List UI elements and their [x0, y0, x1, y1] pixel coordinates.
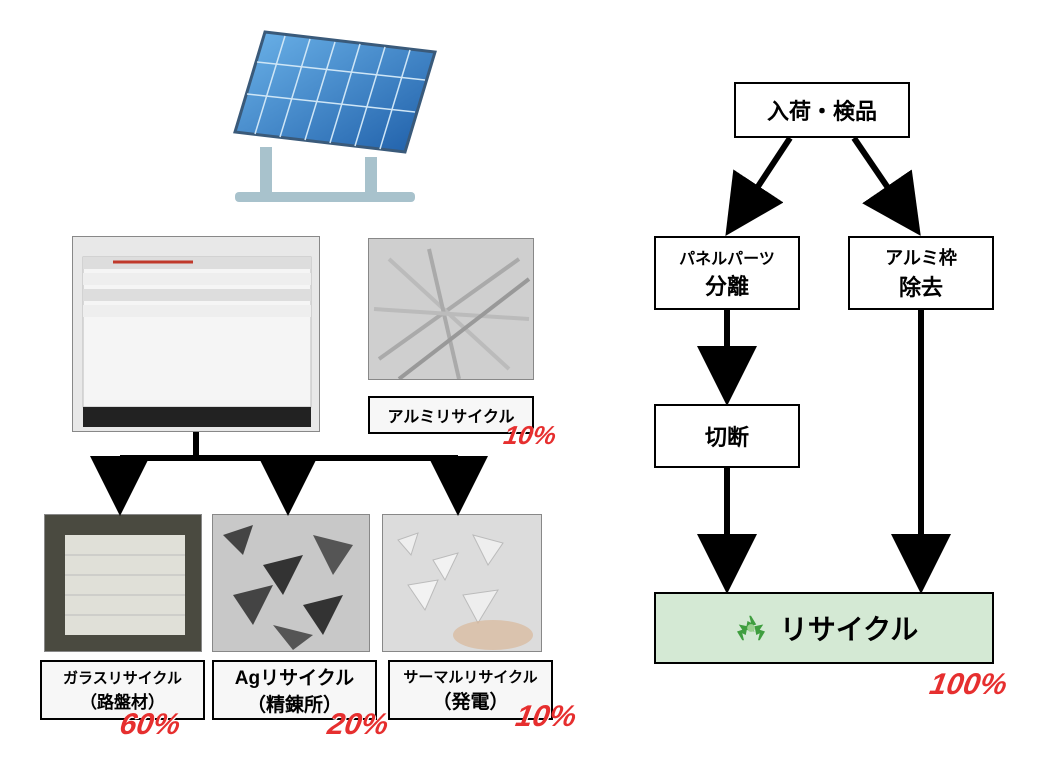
ag-recycle-photo [212, 514, 370, 652]
aluminum-scrap-photo [368, 238, 534, 380]
glass-recycle-photo [44, 514, 202, 652]
flow-separation: パネルパーツ 分離 [654, 236, 800, 310]
aluminum-caption-text: アルミリサイクル [387, 403, 514, 427]
flow-separation-line1: パネルパーツ [679, 245, 775, 269]
thermal-recycle-photo [382, 514, 542, 652]
ag-caption-line2: （精錬所） [247, 690, 342, 717]
diagram-root: アルミリサイクル ガラスリサイクル （路盤材） Agリサイクル （精錬所） サー… [0, 0, 1038, 784]
flow-cut-text: 切断 [705, 420, 749, 452]
pct-thermal: 10% [513, 700, 579, 734]
flow-recycle-text: リサイクル [780, 608, 919, 648]
flow-frame: アルミ枠 除去 [848, 236, 994, 310]
recycle-icon [730, 607, 772, 649]
glass-caption-line1: ガラスリサイクル [63, 667, 182, 688]
pct-glass: 60% [117, 708, 183, 742]
flow-cut: 切断 [654, 404, 800, 468]
thermal-caption-line1: サーマルリサイクル [403, 666, 537, 687]
flow-recycle: リサイクル [654, 592, 994, 664]
thermal-caption-line2: （発電） [432, 687, 508, 714]
flow-frame-line2: 除去 [899, 270, 943, 302]
flow-frame-line1: アルミ枠 [885, 244, 957, 270]
flow-inspection: 入荷・検品 [734, 82, 910, 138]
panel-stack-photo [72, 236, 320, 432]
solar-panel-icon [205, 22, 445, 212]
pct-ag: 20% [325, 708, 391, 742]
pct-recycle: 100% [927, 668, 1010, 702]
flow-separation-line2: 分離 [705, 269, 749, 301]
pct-aluminum: 10% [501, 420, 559, 451]
flow-inspection-text: 入荷・検品 [767, 94, 877, 126]
ag-caption-line1: Agリサイクル [235, 663, 354, 690]
